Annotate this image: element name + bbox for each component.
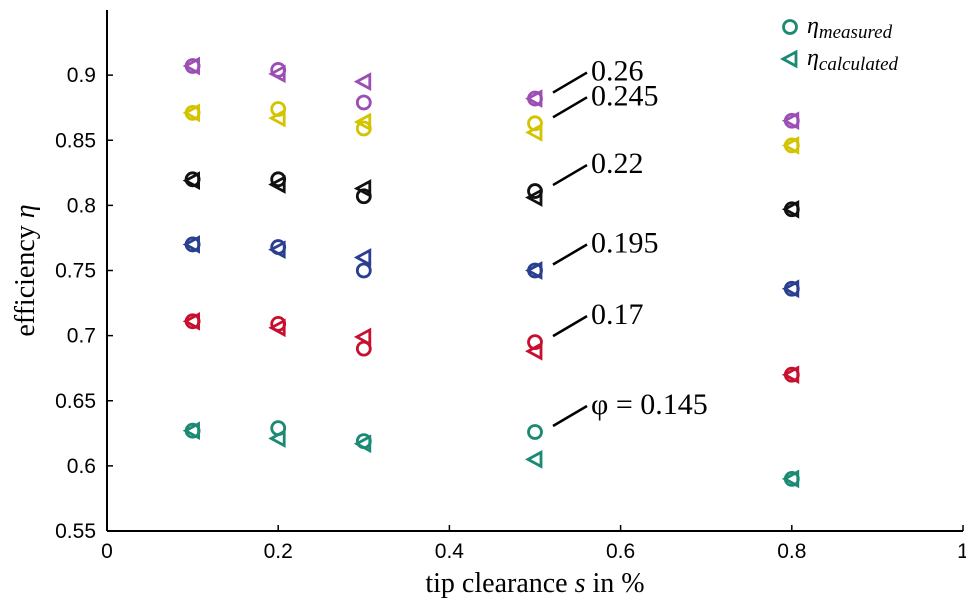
calculated-point <box>353 434 372 454</box>
calculated-point <box>268 318 286 338</box>
y-tick-label: 0.8 <box>67 194 96 217</box>
annotation-leader <box>552 243 588 266</box>
flow-coefficient-label: 0.245 <box>591 79 659 112</box>
x-tick-label: 0.8 <box>777 540 806 563</box>
calculated-point <box>525 188 543 207</box>
annotation-leader <box>552 163 588 187</box>
calculated-point <box>353 327 372 347</box>
calculated-point <box>268 108 286 128</box>
calculated-point <box>182 103 201 123</box>
measured-point <box>355 262 372 279</box>
annotation-leader <box>552 96 588 119</box>
flow-coefficient-label: 0.22 <box>591 147 644 180</box>
flow-coefficient-label: 0.26 <box>591 55 644 88</box>
x-tick-label: 0 <box>101 540 113 563</box>
calculated-point <box>182 171 201 190</box>
axes <box>106 10 963 532</box>
y-tick-label: 0.6 <box>67 455 96 478</box>
calculated-point <box>525 341 543 361</box>
flow-coefficient-label: 0.17 <box>591 298 644 331</box>
calculated-point <box>268 429 286 448</box>
y-tick-label: 0.55 <box>55 520 96 543</box>
y-tick-label: 0.7 <box>67 325 96 348</box>
measured-point <box>355 94 372 111</box>
calculated-point <box>268 240 286 260</box>
x-axis-label: tip clearance s in % <box>425 568 644 599</box>
calculated-point <box>268 175 286 194</box>
flow-coefficient-label: φ = 0.145 <box>591 388 708 421</box>
flow-coefficient-label: 0.195 <box>591 227 659 260</box>
calculated-point <box>781 136 800 155</box>
y-tick-label: 0.75 <box>55 260 96 283</box>
x-tick-label: 0.6 <box>606 540 635 563</box>
calculated-point <box>353 248 372 267</box>
data-marks <box>182 56 800 489</box>
annotation-leader <box>552 71 588 94</box>
x-tick-label: 0.4 <box>435 540 465 563</box>
annotation-leader <box>552 315 588 338</box>
calculated-point <box>182 56 201 76</box>
calculated-point <box>525 89 543 108</box>
calculated-point <box>525 123 543 142</box>
y-axis-label: efficiency η <box>10 204 41 336</box>
calculated-point <box>268 64 286 84</box>
ticks: 0 0.2 0.4 0.6 0.8 1 0.55 0.6 0.65 0.7 0.75 0.8 0.85 0… <box>55 64 966 563</box>
calculated-point <box>781 365 800 385</box>
calculated-point <box>781 199 800 219</box>
y-tick-label: 0.9 <box>67 64 96 87</box>
calculated-point <box>182 311 201 331</box>
calculated-point <box>182 235 201 254</box>
x-tick-label: 0.2 <box>264 540 293 563</box>
calculated-point <box>353 179 372 198</box>
y-tick-label: 0.85 <box>55 129 96 152</box>
calculated-point <box>525 261 543 280</box>
legend-label-measured: ηmeasured <box>807 13 893 43</box>
calculated-point <box>781 111 800 131</box>
measured-point <box>527 424 543 440</box>
legend-marker-measured <box>782 19 798 35</box>
y-tick-label: 0.65 <box>55 390 96 413</box>
legend-label-calculated: ηcalculated <box>807 45 899 75</box>
calculated-point <box>781 279 800 299</box>
legend-marker-calculated <box>780 49 798 69</box>
annotation-leader <box>552 404 588 428</box>
x-tick-label: 1 <box>957 540 966 563</box>
calculated-point <box>353 112 372 132</box>
calculated-point <box>182 421 201 441</box>
calculated-point <box>525 450 543 469</box>
calculated-point <box>353 72 372 91</box>
calculated-point <box>781 469 800 489</box>
